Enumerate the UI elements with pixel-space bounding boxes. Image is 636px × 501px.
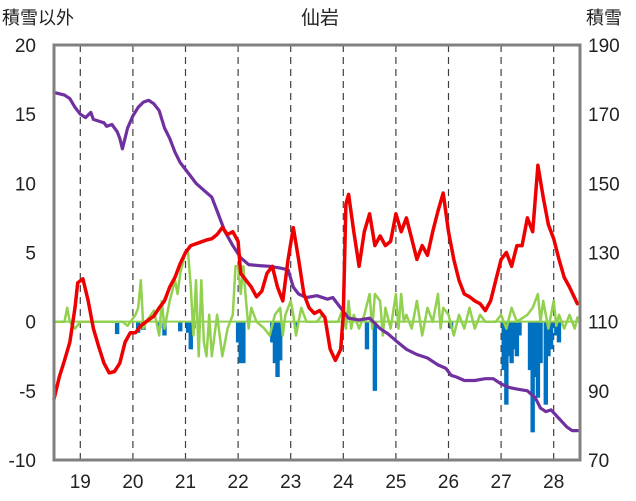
right-tick-label: 130 [588, 244, 620, 265]
bar [275, 321, 280, 377]
right-tick-label: 110 [588, 313, 618, 334]
x-tick-label: 23 [280, 472, 301, 493]
bar [517, 321, 522, 336]
bar [188, 321, 193, 350]
x-tick-label: 26 [438, 472, 459, 493]
bar [372, 321, 378, 391]
x-tick-label: 27 [491, 472, 512, 493]
right-tick-label: 190 [588, 36, 620, 57]
series-line-1 [52, 90, 579, 433]
bar [235, 321, 241, 343]
bar [272, 321, 278, 364]
bar [538, 321, 543, 364]
x-tick-label: 25 [385, 472, 406, 493]
bar [554, 321, 559, 336]
bar [277, 321, 283, 361]
bar [178, 321, 183, 332]
bar [501, 321, 506, 371]
bar [512, 321, 517, 350]
bar [548, 321, 554, 350]
x-tick-label: 19 [70, 472, 91, 493]
bar [509, 321, 514, 364]
bar [185, 321, 191, 333]
x-tick-label: 28 [543, 472, 564, 493]
left-tick-label: 20 [15, 36, 36, 57]
bar [530, 321, 535, 433]
left-tick-label: 10 [15, 174, 36, 195]
bar [270, 321, 275, 343]
bar [293, 321, 299, 329]
right-axis-ticks: 70 90 110 130 150 170 190 [588, 36, 620, 472]
right-tick-label: 90 [588, 382, 609, 403]
left-axis-ticks: -10 -5 0 5 10 15 20 [9, 36, 36, 472]
x-tick-label: 21 [175, 472, 196, 493]
left-tick-label: 15 [15, 105, 36, 126]
bar [114, 321, 120, 335]
x-axis-ticks: 19 20 21 22 23 24 25 26 27 28 [70, 472, 565, 493]
bar [364, 321, 370, 350]
left-tick-label: -10 [9, 451, 36, 472]
vertical-gridlines [79, 45, 555, 460]
series-lines [52, 90, 580, 433]
right-tick-label: 170 [588, 105, 620, 126]
bar [556, 321, 562, 343]
left-tick-label: 5 [25, 244, 36, 265]
plot-frame [52, 43, 582, 462]
bar [504, 321, 509, 405]
left-tick-label: -5 [19, 382, 36, 403]
bar [535, 321, 541, 398]
bar [241, 321, 246, 364]
bar [533, 321, 538, 377]
left-axis-label: 積雪以外 [2, 8, 74, 29]
bar [546, 321, 551, 357]
series-line-0 [52, 163, 580, 401]
bar [238, 321, 243, 364]
right-tick-label: 150 [588, 174, 620, 195]
bar [514, 321, 520, 357]
x-tick-label: 22 [228, 472, 249, 493]
bar [543, 321, 549, 405]
bar [527, 321, 533, 371]
chart-title: 仙岩 [301, 7, 339, 29]
bar [506, 321, 512, 357]
left-tick-label: 0 [25, 313, 36, 334]
right-tick-label: 70 [588, 451, 609, 472]
x-tick-label: 20 [122, 472, 143, 493]
series-line-2 [52, 251, 579, 358]
x-tick-label: 24 [333, 472, 355, 493]
right-axis-label: 積雪 [586, 8, 622, 29]
precipitation-bars [114, 321, 562, 433]
